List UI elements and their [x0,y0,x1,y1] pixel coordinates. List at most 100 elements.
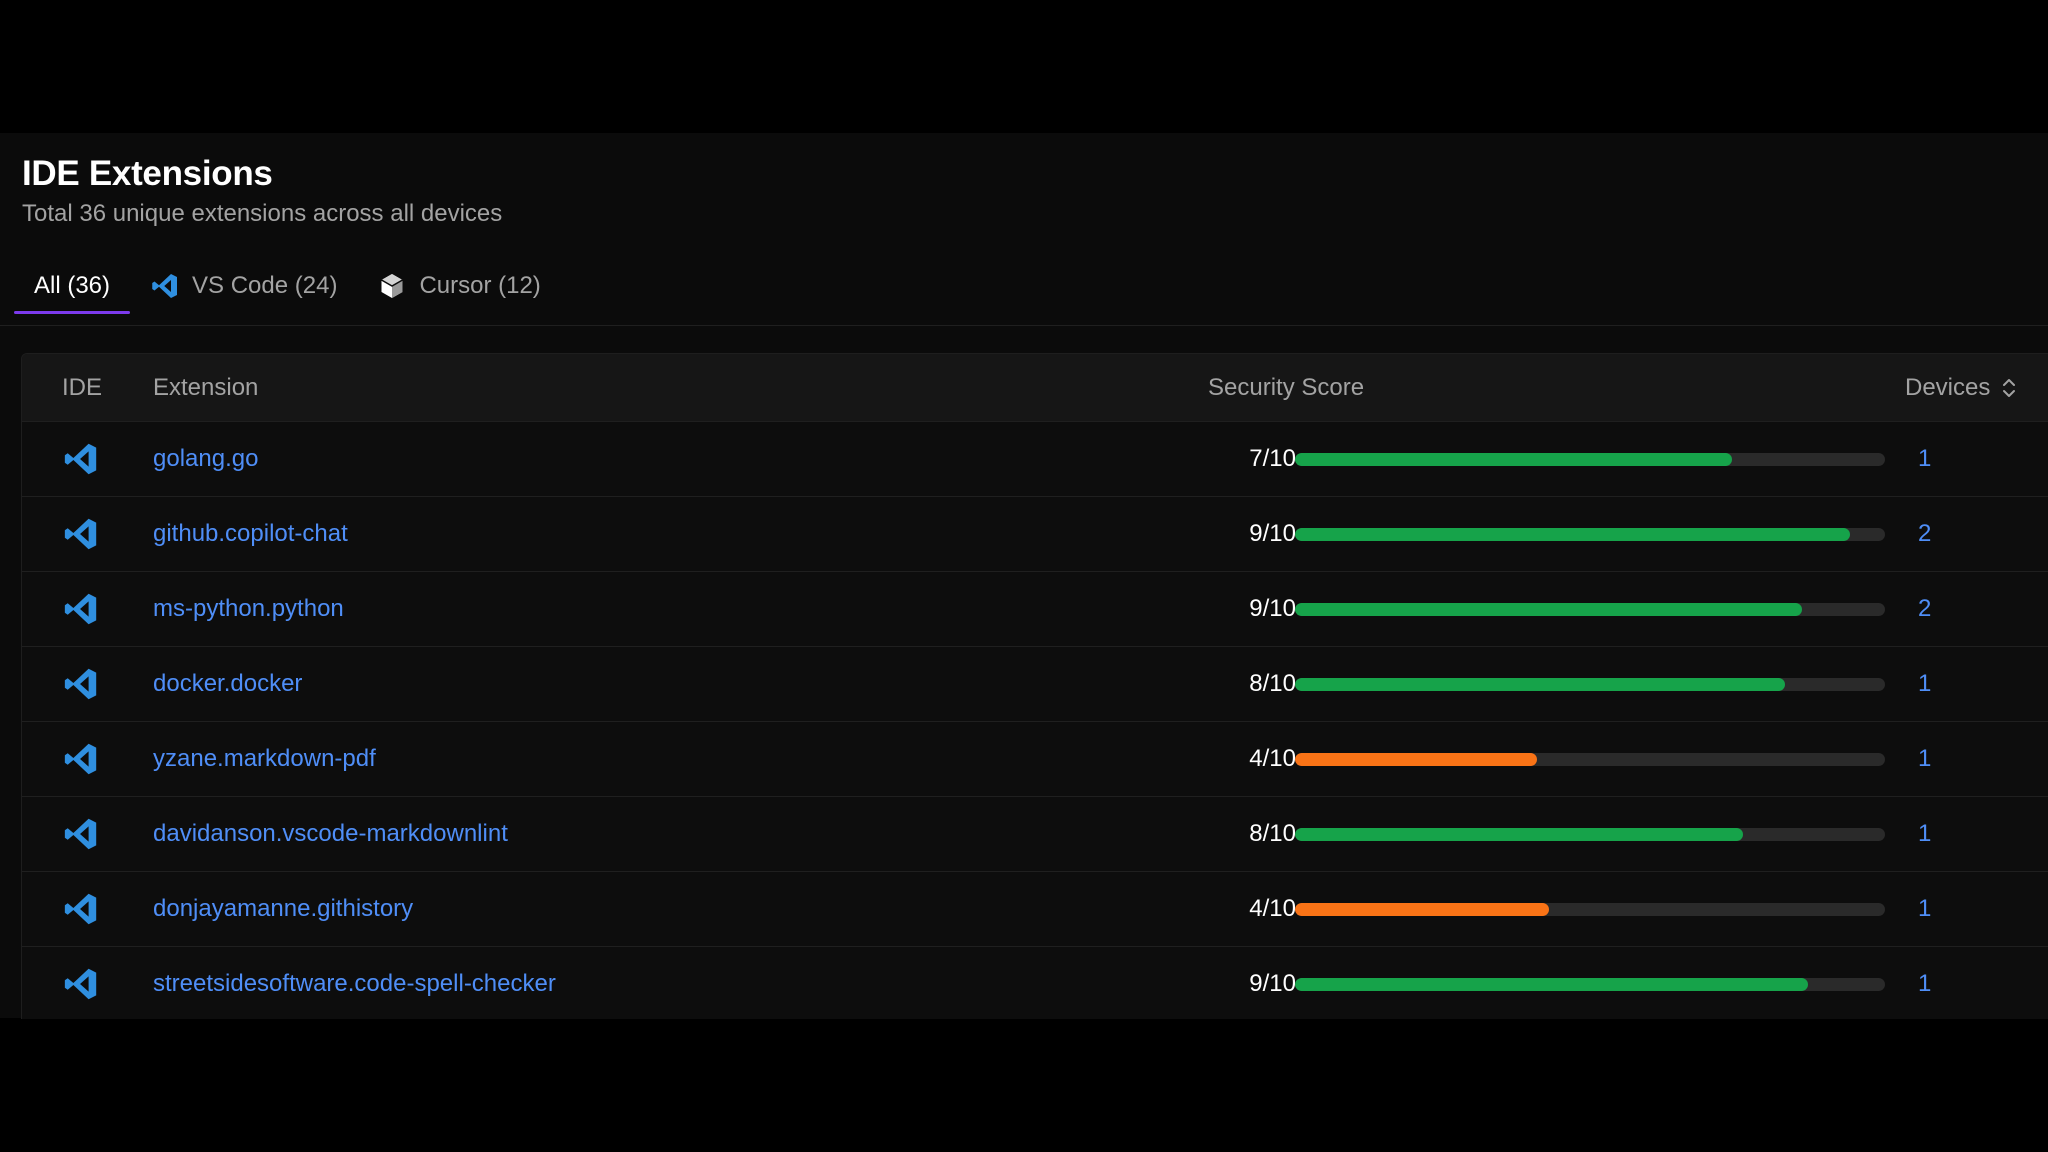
page-title: IDE Extensions [22,154,273,193]
table-row: streetsidesoftware.code-spell-checker 9/1… [22,947,2048,1019]
page-subtitle: Total 36 unique extensions across all de… [22,200,503,227]
score-bar-track [1295,977,1885,991]
security-score-bar [1295,572,1885,646]
vscode-icon [150,271,180,301]
score-bar-fill [1295,977,1809,991]
vscode-icon [62,422,100,496]
security-score-value: 4/10 [1249,895,1296,922]
header-extension: Extension [153,373,259,401]
security-score-value: 8/10 [1249,670,1296,697]
table-row: ms-python.python 9/10 2 [22,572,2048,647]
devices-count-link[interactable]: 1 [1918,745,1932,772]
devices-cell: 1 [1918,422,1958,496]
extension-cell: davidanson.vscode-markdownlint [153,797,508,871]
extension-link[interactable]: donjayamanne.githistory [153,895,414,922]
score-bar-track [1295,902,1885,916]
table-row: yzane.markdown-pdf 4/10 1 [22,722,2048,797]
score-bar-track [1295,602,1885,616]
tab-vscode[interactable]: VS Code (24) [130,261,357,311]
security-score-bar [1295,647,1885,721]
score-bar-fill [1295,452,1732,466]
extension-cell: docker.docker [153,647,302,721]
table-row: donjayamanne.githistory 4/10 1 [22,872,2048,947]
tab-all[interactable]: All (36) [14,261,131,314]
devices-count-link[interactable]: 1 [1918,670,1932,697]
devices-cell: 1 [1918,647,1958,721]
score-bar-fill [1295,827,1744,841]
header-devices-sort[interactable]: Devices [1905,354,2018,421]
devices-count-link[interactable]: 2 [1918,520,1932,547]
devices-count-link[interactable]: 2 [1918,595,1932,622]
sort-icon[interactable] [2000,376,2018,400]
ide-extensions-panel: IDE Extensions Total 36 unique extension… [0,133,2048,1019]
devices-count-link[interactable]: 1 [1918,820,1932,847]
score-bar-fill [1295,677,1785,691]
extension-cell: ms-python.python [153,572,344,646]
extension-link[interactable]: golang.go [153,445,259,472]
tab-cursor[interactable]: Cursor (12) [357,261,560,311]
score-bar-fill [1295,527,1850,541]
tab-cursor-label: Cursor (12) [419,272,541,299]
extensions-table: IDE Extension Security Score Devices gol… [21,353,2048,1019]
score-bar-track [1295,827,1885,841]
score-bar-fill [1295,752,1537,766]
header-security-score: Security Score [1208,373,1365,401]
security-score-bar [1295,422,1885,496]
security-score-value: 4/10 [1249,745,1296,772]
extension-link[interactable]: ms-python.python [153,595,344,622]
table-row: davidanson.vscode-markdownlint 8/10 1 [22,797,2048,872]
extension-link[interactable]: docker.docker [153,670,303,697]
score-bar-track [1295,452,1885,466]
table-row: docker.docker 8/10 1 [22,647,2048,722]
vscode-icon [62,572,100,646]
score-bar-fill [1295,602,1803,616]
extension-cell: donjayamanne.githistory [153,872,413,946]
vscode-icon [62,797,100,871]
score-bar-track [1295,527,1885,541]
ide-tabs: All (36) VS Code (24) Cursor (12) [14,261,561,314]
extension-cell: golang.go [153,422,258,496]
table-row: golang.go 7/10 1 [22,422,2048,497]
header-ide: IDE [62,373,103,401]
devices-cell: 1 [1918,797,1958,871]
devices-count-link[interactable]: 1 [1918,445,1932,472]
security-score-bar [1295,722,1885,796]
vscode-icon [62,497,100,571]
extension-link[interactable]: davidanson.vscode-markdownlint [153,820,508,847]
table-body: golang.go 7/10 1 github.copilot-chat 9/10 2 ms… [22,422,2048,1019]
security-score-value: 9/10 [1249,970,1296,997]
security-score-value: 9/10 [1249,595,1296,622]
cursor-icon [377,271,407,301]
devices-cell: 1 [1918,947,1958,1019]
security-score-bar [1295,497,1885,571]
extension-link[interactable]: streetsidesoftware.code-spell-checker [153,970,556,997]
devices-count-link[interactable]: 1 [1918,970,1932,997]
vscode-icon [62,722,100,796]
table-header: IDE Extension Security Score Devices [22,354,2048,422]
score-bar-track [1295,752,1885,766]
security-score-value: 9/10 [1249,520,1296,547]
security-score-bar [1295,797,1885,871]
extension-cell: yzane.markdown-pdf [153,722,376,796]
score-bar-track [1295,677,1885,691]
header: IDE Extensions Total 36 unique extension… [22,153,502,229]
score-bar-fill [1295,902,1549,916]
vscode-icon [62,647,100,721]
tab-all-label: All (36) [34,272,111,299]
extension-cell: streetsidesoftware.code-spell-checker [153,947,556,1019]
devices-count-link[interactable]: 1 [1918,895,1932,922]
devices-cell: 1 [1918,872,1958,946]
devices-cell: 2 [1918,497,1958,571]
vscode-icon [62,872,100,946]
vscode-icon [62,947,100,1019]
security-score-value: 7/10 [1249,445,1296,472]
security-score-bar [1295,947,1885,1019]
tabs-divider [0,325,2048,326]
tab-vscode-label: VS Code (24) [192,272,338,299]
extension-link[interactable]: yzane.markdown-pdf [153,745,376,772]
security-score-value: 8/10 [1249,820,1296,847]
extension-link[interactable]: github.copilot-chat [153,520,348,547]
extension-cell: github.copilot-chat [153,497,348,571]
header-devices-label: Devices [1905,373,1991,401]
table-row: github.copilot-chat 9/10 2 [22,497,2048,572]
